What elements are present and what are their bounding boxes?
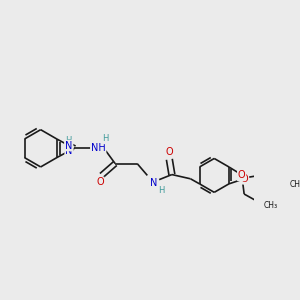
Text: O: O [166,147,173,157]
Text: O: O [96,177,104,187]
Text: H: H [158,186,164,195]
Text: NH: NH [91,143,106,153]
Text: O: O [238,170,245,180]
Text: N: N [65,146,73,156]
Text: CH₃: CH₃ [264,201,278,210]
Text: CH₃: CH₃ [290,180,300,189]
Text: O: O [240,174,248,184]
Text: H: H [65,136,71,146]
Text: N: N [150,178,158,188]
Text: N: N [65,140,73,151]
Text: H: H [102,134,108,143]
